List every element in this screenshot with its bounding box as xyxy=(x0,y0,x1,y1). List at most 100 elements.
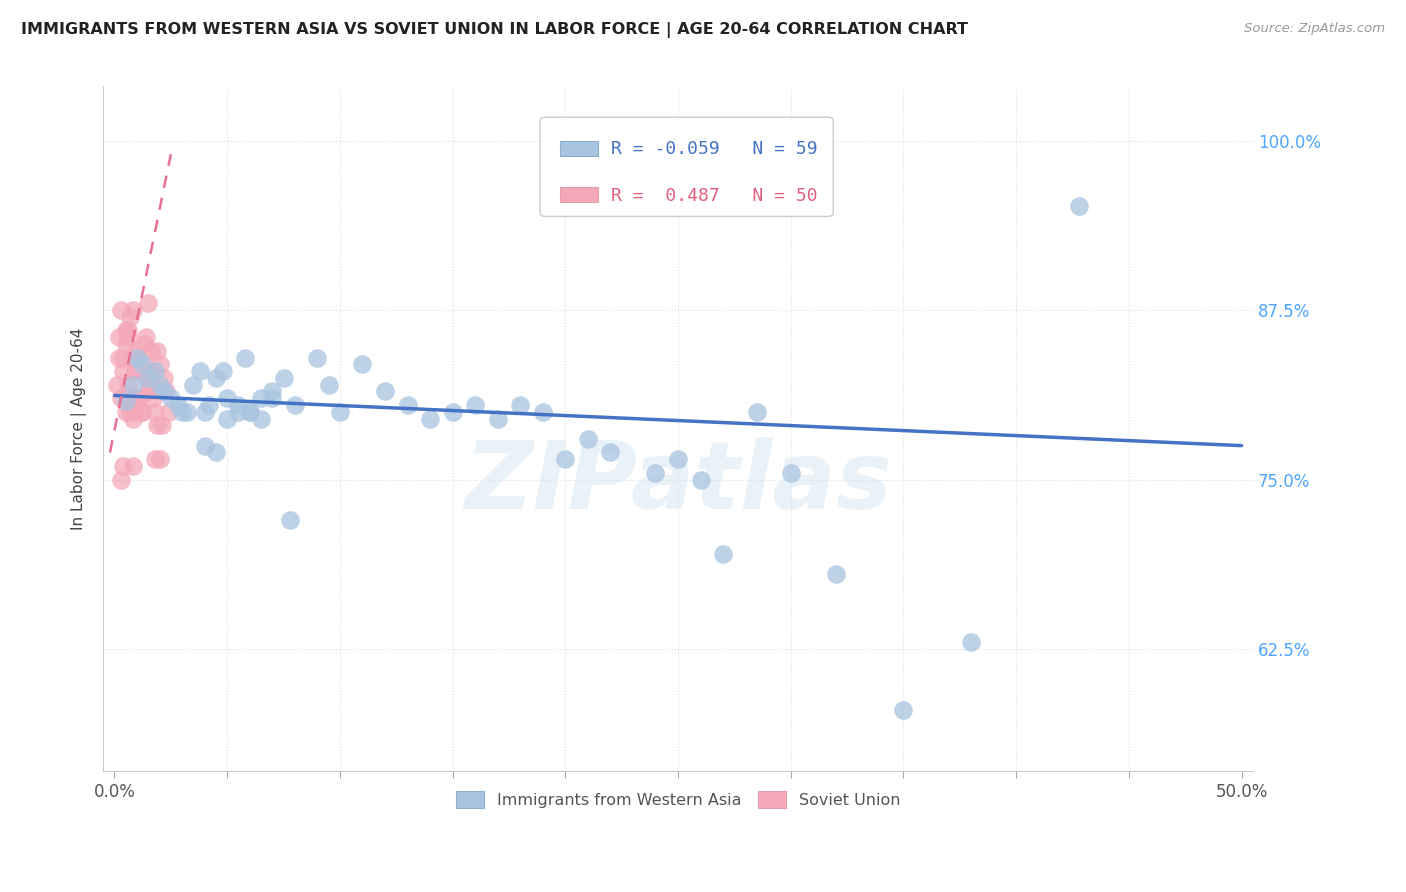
Point xyxy=(205,371,228,385)
Point xyxy=(120,310,142,324)
Point xyxy=(188,364,211,378)
Point xyxy=(124,405,146,419)
Point xyxy=(239,405,262,419)
Point xyxy=(824,567,846,582)
Point xyxy=(108,330,131,344)
Point xyxy=(108,351,131,365)
Point xyxy=(273,371,295,385)
Point xyxy=(135,371,157,385)
Point xyxy=(121,411,143,425)
Point xyxy=(148,377,170,392)
Point xyxy=(155,384,177,399)
Point xyxy=(419,411,441,425)
Point xyxy=(146,418,169,433)
Point xyxy=(486,411,509,425)
Point xyxy=(114,405,136,419)
Point xyxy=(233,351,256,365)
Point xyxy=(228,405,250,419)
Point xyxy=(117,330,139,344)
Point xyxy=(114,337,136,351)
Point xyxy=(644,466,666,480)
Point xyxy=(166,398,188,412)
Point xyxy=(211,364,233,378)
Point xyxy=(153,371,176,385)
Point xyxy=(125,343,148,358)
Point xyxy=(239,405,262,419)
Point xyxy=(142,364,165,378)
Point xyxy=(121,303,143,318)
Point xyxy=(745,405,768,419)
Point xyxy=(110,473,132,487)
Text: R =  0.487   N = 50: R = 0.487 N = 50 xyxy=(612,186,818,204)
Point xyxy=(131,405,153,419)
Point xyxy=(176,405,198,419)
Point xyxy=(307,351,329,365)
Point xyxy=(143,364,166,378)
Point xyxy=(146,343,169,358)
Point xyxy=(531,405,554,419)
Point xyxy=(329,405,352,419)
Point xyxy=(110,391,132,405)
Point xyxy=(1069,199,1091,213)
Point xyxy=(576,432,599,446)
Point xyxy=(352,357,374,371)
Point xyxy=(278,513,301,527)
Point xyxy=(112,364,135,378)
Point xyxy=(554,452,576,467)
Point xyxy=(250,411,273,425)
Point xyxy=(120,405,142,419)
Text: ZIPatlas: ZIPatlas xyxy=(464,437,891,530)
Point xyxy=(318,377,340,392)
Point xyxy=(666,452,689,467)
Point xyxy=(262,384,284,399)
Point xyxy=(374,384,396,399)
Point xyxy=(153,384,176,399)
Point xyxy=(128,391,150,405)
Point xyxy=(136,384,159,399)
Point xyxy=(893,703,915,717)
Point xyxy=(194,439,217,453)
Point xyxy=(124,364,146,378)
Point xyxy=(396,398,419,412)
Point xyxy=(160,391,183,405)
Point xyxy=(135,330,157,344)
Point xyxy=(599,445,621,459)
Point xyxy=(150,418,173,433)
Point xyxy=(183,377,205,392)
Point xyxy=(194,405,217,419)
Point xyxy=(262,391,284,405)
Point xyxy=(217,411,239,425)
Point xyxy=(125,364,148,378)
Point xyxy=(960,635,983,649)
Point xyxy=(250,391,273,405)
Text: Source: ZipAtlas.com: Source: ZipAtlas.com xyxy=(1244,22,1385,36)
Point xyxy=(689,473,711,487)
Point xyxy=(157,405,180,419)
Point xyxy=(143,405,166,419)
Point xyxy=(121,377,143,392)
Point xyxy=(142,391,165,405)
Point xyxy=(711,547,734,561)
Point xyxy=(139,377,162,392)
Point xyxy=(112,458,135,473)
Point xyxy=(198,398,221,412)
FancyBboxPatch shape xyxy=(560,187,598,202)
Point xyxy=(131,357,153,371)
FancyBboxPatch shape xyxy=(560,141,598,156)
Point xyxy=(121,458,143,473)
Text: R = -0.059   N = 59: R = -0.059 N = 59 xyxy=(612,140,818,159)
Point xyxy=(110,303,132,318)
Point xyxy=(124,351,146,365)
Point xyxy=(114,393,136,408)
Y-axis label: In Labor Force | Age 20-64: In Labor Force | Age 20-64 xyxy=(72,327,87,530)
Point xyxy=(139,343,162,358)
FancyBboxPatch shape xyxy=(540,117,834,217)
Point xyxy=(105,377,128,392)
Point xyxy=(779,466,801,480)
Point xyxy=(148,357,170,371)
Point xyxy=(131,405,153,419)
Point xyxy=(228,398,250,412)
Point xyxy=(112,351,135,365)
Point xyxy=(441,405,464,419)
Point xyxy=(128,391,150,405)
